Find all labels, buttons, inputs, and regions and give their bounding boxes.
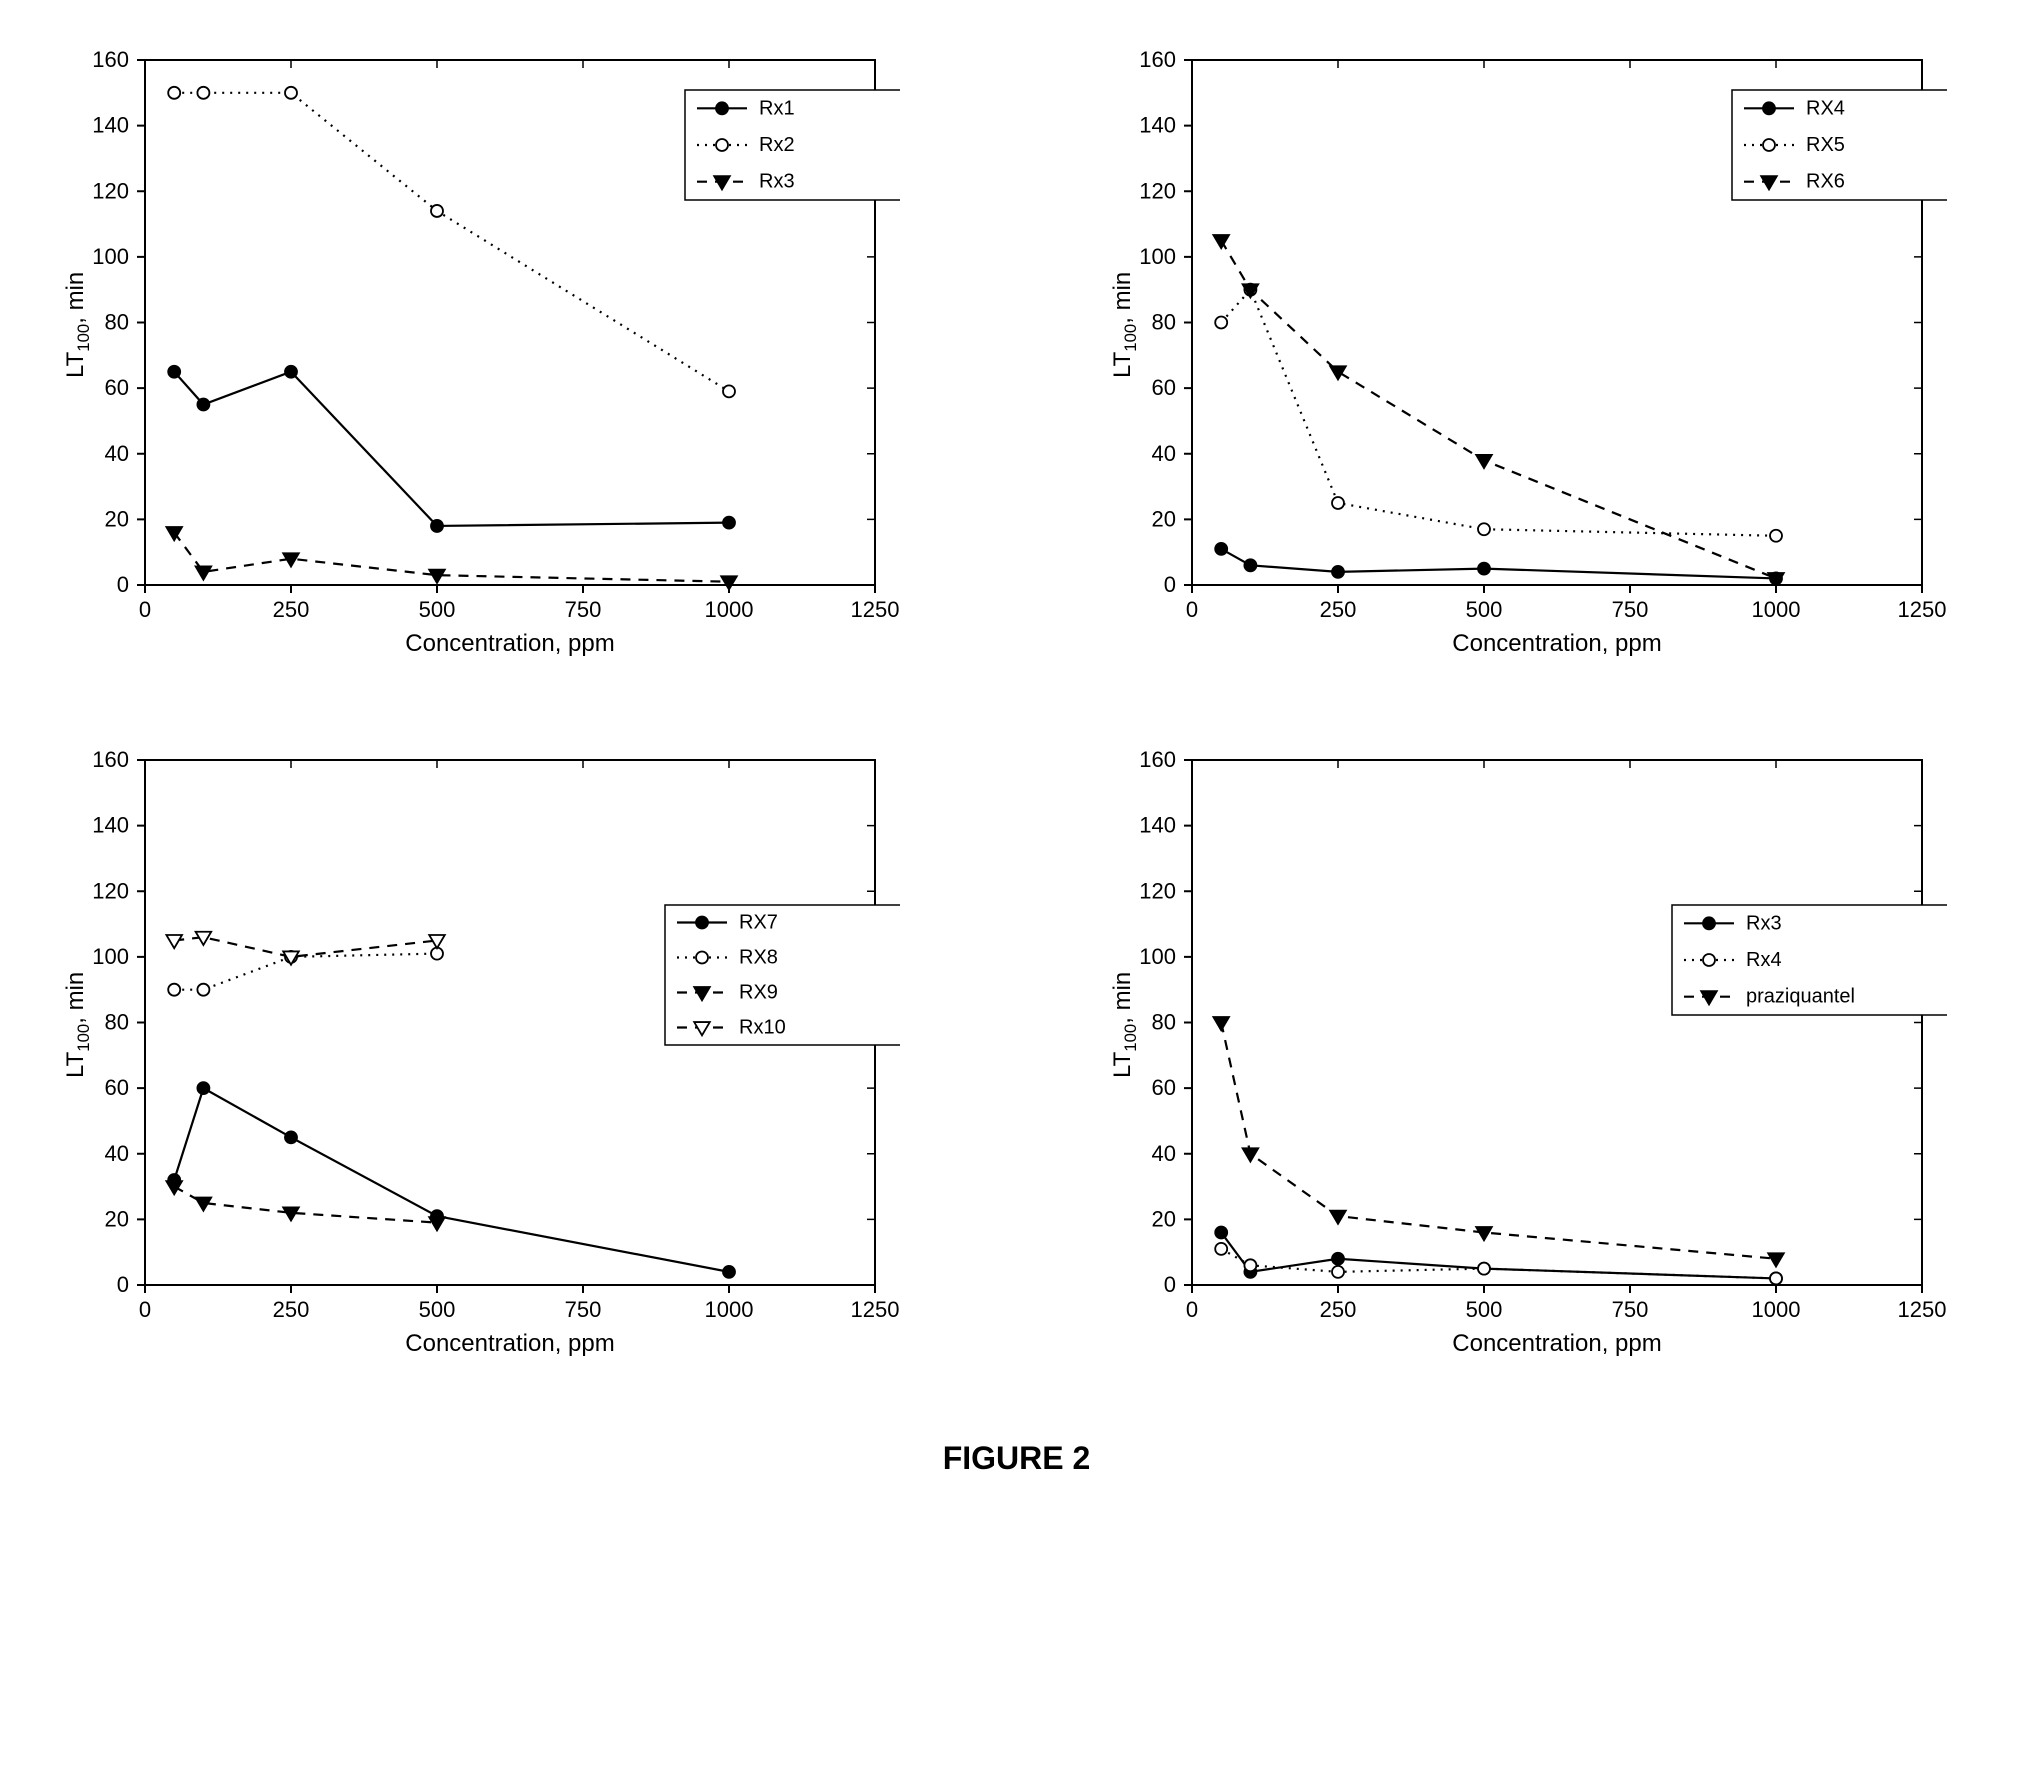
svg-text:140: 140: [92, 813, 129, 838]
svg-text:250: 250: [273, 1297, 310, 1322]
svg-text:1250: 1250: [851, 597, 900, 622]
svg-text:Rx2: Rx2: [759, 134, 795, 156]
svg-text:Rx10: Rx10: [739, 1017, 786, 1039]
svg-text:160: 160: [92, 747, 129, 772]
svg-text:750: 750: [565, 1297, 602, 1322]
svg-text:20: 20: [1151, 506, 1175, 531]
svg-text:80: 80: [105, 310, 129, 335]
panel-b-svg: 0 250 500 750 1000 1250 0 20 40 60 80 100 120 140 160 C…: [1087, 40, 1947, 680]
svg-text:160: 160: [92, 47, 129, 72]
svg-text:Concentration, ppm: Concentration, ppm: [1452, 1330, 1661, 1357]
svg-text:1000: 1000: [1751, 1297, 1800, 1322]
svg-text:750: 750: [1611, 597, 1648, 622]
svg-text:RX4: RX4: [1806, 97, 1845, 119]
svg-text:140: 140: [92, 113, 129, 138]
svg-text:250: 250: [1319, 1297, 1356, 1322]
svg-text:1250: 1250: [1897, 1297, 1946, 1322]
svg-text:0: 0: [139, 597, 151, 622]
svg-text:20: 20: [105, 506, 129, 531]
panel-c-svg: 0 250 500 750 1000 1250 0 20 40 60 80 100 120 140 160 C…: [40, 740, 900, 1380]
svg-text:RX9: RX9: [739, 982, 778, 1004]
svg-text:40: 40: [1151, 1141, 1175, 1166]
svg-text:Rx4: Rx4: [1746, 949, 1782, 971]
y-axis-label: LT100, min: [1109, 271, 1141, 377]
y-axis-label: LT100, min: [62, 271, 94, 377]
svg-text:40: 40: [105, 1141, 129, 1166]
svg-text:500: 500: [1465, 1297, 1502, 1322]
svg-text:750: 750: [1611, 1297, 1648, 1322]
svg-text:120: 120: [1139, 878, 1176, 903]
svg-text:60: 60: [105, 1075, 129, 1100]
panel-c: 0 250 500 750 1000 1250 0 20 40 60 80 100 120 140 160 C…: [40, 740, 947, 1380]
svg-text:Rx1: Rx1: [759, 97, 795, 119]
svg-text:RX5: RX5: [1806, 134, 1845, 156]
svg-text:140: 140: [1139, 813, 1176, 838]
svg-text:0: 0: [1185, 597, 1197, 622]
svg-text:RX8: RX8: [739, 947, 778, 969]
y-axis-label: LT100, min: [1109, 971, 1141, 1077]
svg-text:40: 40: [1151, 441, 1175, 466]
svg-text:0: 0: [1163, 1272, 1175, 1297]
svg-text:500: 500: [1465, 597, 1502, 622]
svg-text:120: 120: [92, 178, 129, 203]
svg-text:Concentration, ppm: Concentration, ppm: [405, 1330, 614, 1357]
svg-text:1000: 1000: [705, 1297, 754, 1322]
svg-text:1250: 1250: [851, 1297, 900, 1322]
figure-caption: FIGURE 2: [40, 1440, 1993, 1477]
svg-text:140: 140: [1139, 113, 1176, 138]
svg-text:100: 100: [1139, 944, 1176, 969]
svg-text:praziquantel: praziquantel: [1746, 986, 1855, 1008]
svg-text:Concentration, ppm: Concentration, ppm: [405, 630, 614, 657]
svg-text:RX6: RX6: [1806, 171, 1845, 193]
svg-text:100: 100: [92, 244, 129, 269]
svg-text:60: 60: [105, 375, 129, 400]
svg-text:Rx3: Rx3: [1746, 912, 1782, 934]
panel-a-svg: 0 250 500 750 1000 1250 0 20 40 60 80 100 120 140 160 C…: [40, 40, 900, 680]
svg-text:20: 20: [105, 1206, 129, 1231]
svg-text:1000: 1000: [1751, 597, 1800, 622]
svg-text:RX7: RX7: [739, 912, 778, 934]
svg-text:0: 0: [139, 1297, 151, 1322]
svg-text:80: 80: [105, 1010, 129, 1035]
panel-b: 0 250 500 750 1000 1250 0 20 40 60 80 100 120 140 160 C…: [1087, 40, 1994, 680]
svg-text:100: 100: [1139, 244, 1176, 269]
svg-text:250: 250: [1319, 597, 1356, 622]
svg-text:120: 120: [1139, 178, 1176, 203]
svg-text:1250: 1250: [1897, 597, 1946, 622]
panel-d-svg: 0 250 500 750 1000 1250 0 20 40 60 80 100 120 140 160 C…: [1087, 740, 1947, 1380]
svg-text:500: 500: [419, 1297, 456, 1322]
svg-text:Rx3: Rx3: [759, 171, 795, 193]
svg-text:0: 0: [117, 1272, 129, 1297]
svg-text:60: 60: [1151, 375, 1175, 400]
figure-2: 025050075010001250020406080100120140160C…: [40, 40, 1993, 1477]
svg-text:250: 250: [273, 597, 310, 622]
chart-grid: 025050075010001250020406080100120140160C…: [40, 40, 1993, 1380]
svg-text:80: 80: [1151, 310, 1175, 335]
svg-text:160: 160: [1139, 47, 1176, 72]
svg-text:0: 0: [1163, 572, 1175, 597]
panel-d: 0 250 500 750 1000 1250 0 20 40 60 80 100 120 140 160 C…: [1087, 740, 1994, 1380]
svg-text:40: 40: [105, 441, 129, 466]
y-axis-label: LT100, min: [62, 971, 94, 1077]
svg-text:750: 750: [565, 597, 602, 622]
svg-text:0: 0: [1185, 1297, 1197, 1322]
svg-text:20: 20: [1151, 1206, 1175, 1231]
svg-text:100: 100: [92, 944, 129, 969]
svg-text:1000: 1000: [705, 597, 754, 622]
svg-text:120: 120: [92, 878, 129, 903]
svg-text:0: 0: [117, 572, 129, 597]
panel-a: 0 250 500 750 1000 1250 0 20 40 60 80 100 120 140 160 C…: [40, 40, 947, 680]
svg-text:Concentration, ppm: Concentration, ppm: [1452, 630, 1661, 657]
svg-text:60: 60: [1151, 1075, 1175, 1100]
svg-text:160: 160: [1139, 747, 1176, 772]
svg-text:500: 500: [419, 597, 456, 622]
svg-text:80: 80: [1151, 1010, 1175, 1035]
